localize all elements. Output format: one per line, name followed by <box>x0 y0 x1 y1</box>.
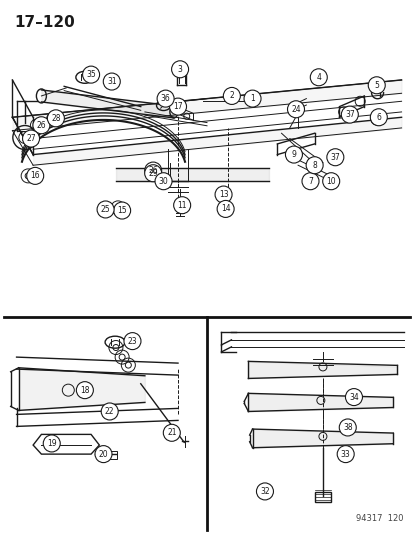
Text: 37: 37 <box>330 153 339 161</box>
Text: 11: 11 <box>177 201 186 209</box>
Circle shape <box>169 98 186 115</box>
Circle shape <box>82 66 100 83</box>
Circle shape <box>243 90 261 107</box>
Text: 18: 18 <box>80 386 89 394</box>
Circle shape <box>344 389 362 406</box>
Circle shape <box>173 197 190 214</box>
Circle shape <box>33 117 50 134</box>
Text: 35: 35 <box>86 70 96 79</box>
Circle shape <box>285 146 302 163</box>
Circle shape <box>47 110 64 127</box>
Text: 9: 9 <box>291 150 296 159</box>
Circle shape <box>287 101 304 118</box>
Text: 33: 33 <box>340 450 350 458</box>
Circle shape <box>163 424 180 441</box>
Text: 4: 4 <box>316 73 320 82</box>
Circle shape <box>144 165 161 182</box>
Text: 31: 31 <box>107 77 116 86</box>
Text: 19: 19 <box>47 439 57 448</box>
Circle shape <box>171 61 188 78</box>
Circle shape <box>309 69 327 86</box>
Circle shape <box>256 483 273 500</box>
Bar <box>102 451 116 459</box>
Text: 8: 8 <box>311 161 316 169</box>
Text: 1: 1 <box>249 94 254 103</box>
Circle shape <box>338 419 356 436</box>
Text: 20: 20 <box>98 450 108 458</box>
Text: 29: 29 <box>148 169 158 177</box>
Circle shape <box>223 87 240 104</box>
Text: 5: 5 <box>373 81 378 90</box>
Text: 24: 24 <box>290 105 300 114</box>
Text: 10: 10 <box>325 177 335 185</box>
Circle shape <box>101 403 118 420</box>
Circle shape <box>22 130 40 147</box>
Text: 16: 16 <box>30 172 40 180</box>
Circle shape <box>214 186 232 203</box>
Circle shape <box>43 435 60 452</box>
Text: 37: 37 <box>344 110 354 119</box>
Text: 13: 13 <box>218 190 228 199</box>
Text: 32: 32 <box>259 487 269 496</box>
Circle shape <box>340 106 358 123</box>
Text: 14: 14 <box>220 205 230 213</box>
Bar <box>314 492 330 502</box>
Circle shape <box>95 446 112 463</box>
Text: 22: 22 <box>105 407 114 416</box>
Text: 17–120: 17–120 <box>14 15 75 30</box>
Circle shape <box>301 173 318 190</box>
Text: 25: 25 <box>100 205 110 214</box>
Circle shape <box>154 173 172 190</box>
Text: 3: 3 <box>177 65 182 74</box>
Circle shape <box>326 149 343 166</box>
Circle shape <box>144 162 161 179</box>
Text: 15: 15 <box>117 206 127 215</box>
Text: 7: 7 <box>307 177 312 185</box>
Text: 94317  120: 94317 120 <box>355 514 403 523</box>
Circle shape <box>76 382 93 399</box>
Text: 28: 28 <box>51 114 60 123</box>
Text: 6: 6 <box>375 113 380 122</box>
Circle shape <box>336 446 354 463</box>
Circle shape <box>123 333 141 350</box>
Text: 23: 23 <box>127 337 137 345</box>
Circle shape <box>305 157 323 174</box>
Text: 26: 26 <box>148 166 158 175</box>
Circle shape <box>113 202 131 219</box>
Text: 30: 30 <box>158 177 168 185</box>
Text: 36: 36 <box>160 94 170 103</box>
Circle shape <box>157 90 174 107</box>
Circle shape <box>216 200 234 217</box>
Text: 2: 2 <box>229 92 234 100</box>
Circle shape <box>97 201 114 218</box>
Text: 34: 34 <box>348 393 358 401</box>
Text: 26: 26 <box>36 121 46 130</box>
Text: 38: 38 <box>342 423 352 432</box>
Circle shape <box>103 73 120 90</box>
Text: 21: 21 <box>167 429 176 437</box>
Circle shape <box>369 109 387 126</box>
Text: 17: 17 <box>173 102 183 111</box>
Circle shape <box>322 173 339 190</box>
Text: 27: 27 <box>26 134 36 143</box>
Circle shape <box>26 167 44 184</box>
Circle shape <box>367 77 385 94</box>
